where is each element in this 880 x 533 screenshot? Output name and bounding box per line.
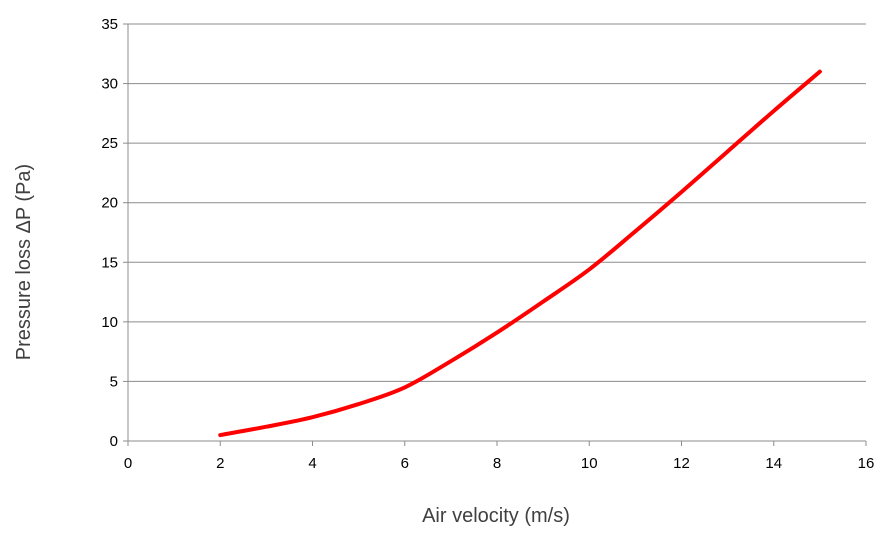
x-tick-label: 4: [308, 455, 316, 472]
axes: [123, 23, 867, 446]
y-tick-label: 30: [101, 76, 118, 93]
y-tick-label: 35: [101, 16, 118, 33]
y-tick-label: 15: [101, 254, 118, 271]
x-tick-label: 2: [216, 455, 224, 472]
y-tick-label: 5: [110, 373, 118, 390]
x-tick-label: 16: [858, 455, 875, 472]
y-tick-label: 25: [101, 135, 118, 152]
x-tick-label: 12: [673, 455, 690, 472]
series-layer: [218, 69, 822, 438]
y-axis-title: Pressure loss ΔP (Pa): [13, 164, 35, 360]
y-tick-label: 20: [101, 195, 118, 212]
gridlines: [128, 23, 866, 382]
y-tick-label: 10: [101, 314, 118, 331]
x-tick-label: 6: [401, 455, 409, 472]
x-axis-title: Air velocity (m/s): [422, 505, 570, 527]
x-tick-label: 10: [581, 455, 598, 472]
x-tick-label: 0: [124, 455, 132, 472]
tick-labels: 0 5 10 15 20 25 30 35 0 2 4 6 8 10 12 14 16: [101, 16, 874, 472]
y-tick-label: 0: [110, 433, 118, 450]
x-tick-label: 8: [493, 455, 501, 472]
series-line: [218, 69, 822, 438]
x-tick-label: 14: [765, 455, 782, 472]
